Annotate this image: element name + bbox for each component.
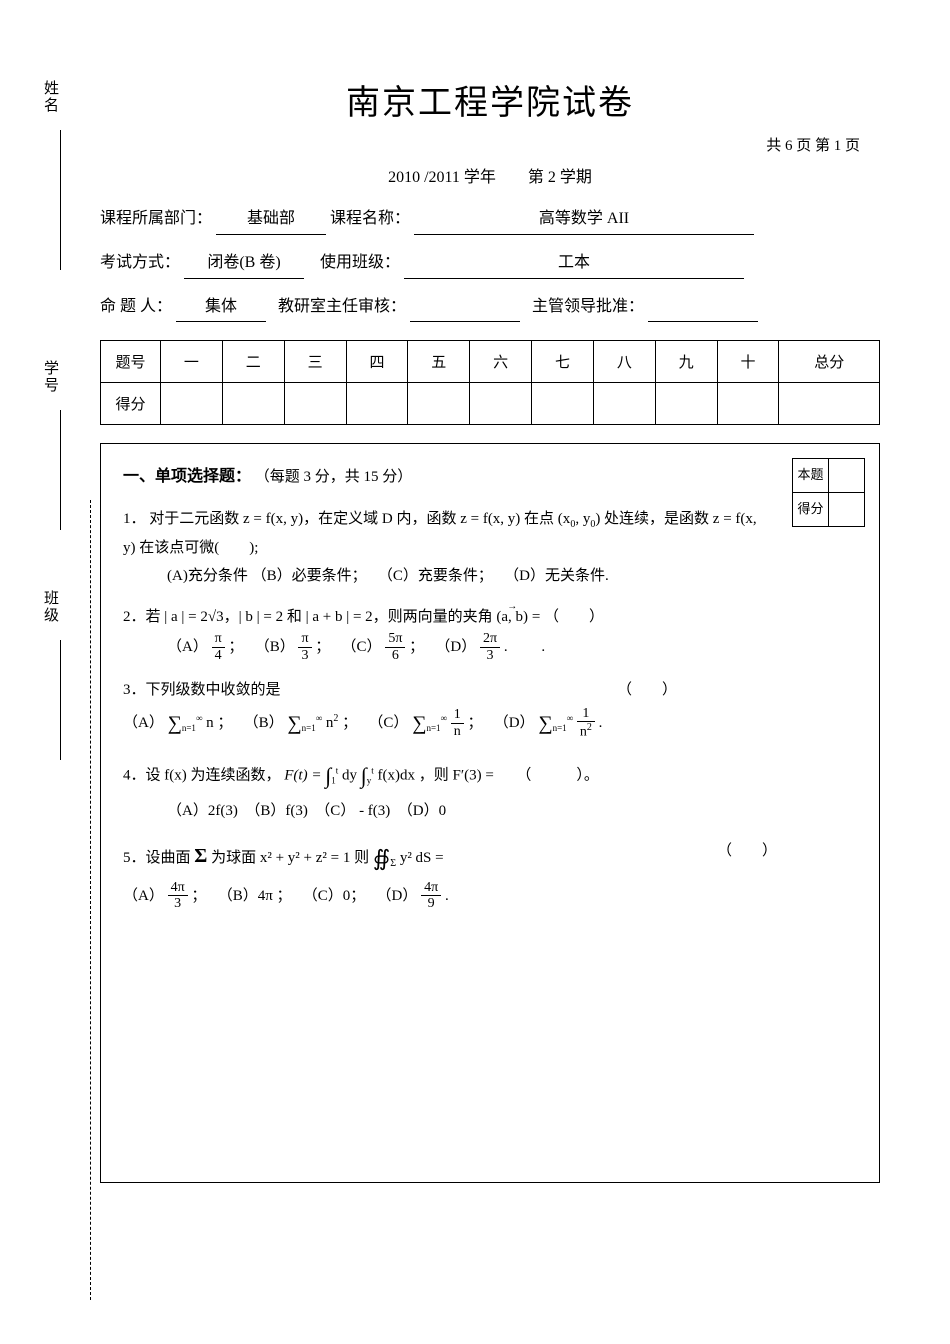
binding-class-label: 班级: [40, 590, 61, 624]
q5-options: （A） 4π3 ； （B）4π ； （C）0； （D） 4π9 .: [123, 888, 449, 904]
question-5: 5．设曲面 Σ 为球面 x² + y² + z² = 1 则 ∯Σ y² dS …: [123, 837, 857, 913]
course-label: 课程名称：: [330, 210, 410, 227]
binding-line: [60, 640, 61, 760]
binding-id-label: 学号: [40, 360, 61, 394]
sigma-icon: ∑: [412, 713, 426, 735]
question-box: 本题 得分 一、单项选择题： （每题 3 分，共 15 分） 1． 对于二元函数…: [100, 443, 880, 1183]
exam-main: 南京工程学院试卷 共 6 页 第 1 页 2010 /2011 学年 第 2 学…: [100, 75, 880, 1183]
useclass-label: 使用班级：: [320, 254, 400, 271]
q5-line: 5．设曲面: [123, 850, 194, 866]
question-1: 1． 对于二元函数 z = f(x, y)，在定义域 D 内，函数 z = f(…: [123, 505, 857, 591]
score-col: 八: [593, 341, 655, 383]
frac-icon: 4π3: [168, 880, 188, 913]
score-cell: [408, 383, 470, 425]
q2-line: 2．若 | a | = 2√3，| b | = 2 和 | a + b | = …: [123, 609, 493, 625]
author-value: 集体: [176, 293, 266, 323]
score-col: 一: [161, 341, 223, 383]
score-col: 三: [284, 341, 346, 383]
frac-icon: 4π9: [421, 880, 441, 913]
score-col: 五: [408, 341, 470, 383]
info-line-1: 课程所属部门： 基础部 课程名称： 高等数学 AII: [100, 205, 880, 235]
section-sub: （每题 3 分，共 15 分）: [255, 469, 413, 485]
q3-line: 3．下列级数中收敛的是: [123, 682, 281, 698]
review-blank: [410, 293, 520, 323]
table-row: 得分: [101, 383, 880, 425]
dept-label: 课程所属部门：: [100, 210, 212, 227]
surface-integral-icon: ∯: [373, 846, 390, 871]
q1-options: (A)充分条件 （B）必要条件； （C）充要条件； （D）无关条件.: [123, 568, 609, 584]
info-line-2: 考试方式： 闭卷(B 卷) 使用班级： 工本: [100, 249, 880, 279]
q2-options: （A） π4 ； （B） π3 ； （C） 5π6 ； （D） 2π3 . .: [123, 639, 545, 655]
score-col: 四: [346, 341, 408, 383]
course-value: 高等数学 AII: [414, 205, 754, 235]
score-cell: [593, 383, 655, 425]
q5-paren: （ ）: [717, 837, 857, 866]
section-heading: 一、单项选择题：: [123, 468, 251, 485]
score-table: 题号 一 二 三 四 五 六 七 八 九 十 总分 得分: [100, 340, 880, 425]
q1-num: 1．: [123, 511, 146, 527]
score-col: 十: [717, 341, 779, 383]
score-col: 二: [222, 341, 284, 383]
binding-name-label: 姓名: [40, 80, 61, 114]
frac-icon: 5π6: [385, 631, 405, 664]
frac-icon: 1n2: [577, 706, 595, 742]
author-label: 命 题 人：: [100, 298, 172, 315]
frac-icon: 1n: [451, 707, 464, 740]
score-cell: [655, 383, 717, 425]
score-cell: [717, 383, 779, 425]
binding-margin: 姓名 学号 班级: [35, 60, 75, 1300]
q4-paren: （ ）。: [516, 767, 599, 783]
question-2: 2．若 | a | = 2√3，| b | = 2 和 | a + b | = …: [123, 603, 857, 665]
score-cell: [346, 383, 408, 425]
section-score-box: 本题 得分: [792, 458, 865, 526]
score-col: 总分: [779, 341, 880, 383]
score-row-label: 题号: [101, 341, 161, 383]
dept-value: 基础部: [216, 205, 326, 235]
frac-icon: π3: [298, 631, 311, 664]
table-row: 题号 一 二 三 四 五 六 七 八 九 十 总分: [101, 341, 880, 383]
q4-line: 4．设 f(x) 为连续函数，: [123, 767, 281, 783]
frac-icon: π4: [212, 631, 225, 664]
sigma-icon: ∑: [287, 713, 301, 735]
q3-options: （A） ∑n=1∞ n ； （B） ∑n=1∞ n2 ； （C） ∑n=1∞ 1…: [123, 715, 602, 731]
scorebox-blank: [829, 459, 865, 493]
question-4: 4．设 f(x) 为连续函数， F(t) = ∫1t dy ∫yt f(x)dx…: [123, 755, 857, 825]
approve-blank: [648, 293, 758, 323]
vector-ab: (a, b): [496, 609, 528, 625]
question-3: 3．下列级数中收敛的是 （ ） （A） ∑n=1∞ n ； （B） ∑n=1∞ …: [123, 676, 857, 743]
score-col: 六: [470, 341, 532, 383]
score-cell: [284, 383, 346, 425]
binding-line: [60, 130, 61, 270]
sigma-surface-icon: Σ: [194, 845, 207, 867]
score-col: 九: [655, 341, 717, 383]
score-cell: [161, 383, 223, 425]
approve-label: 主管领导批准：: [532, 298, 644, 315]
score-cell: [779, 383, 880, 425]
page-counter: 共 6 页 第 1 页: [100, 134, 880, 155]
score-col: 七: [532, 341, 594, 383]
q3-paren: （ ）: [617, 676, 857, 705]
review-label: 教研室主任审核：: [278, 298, 406, 315]
binding-line: [60, 410, 61, 530]
binding-dash: [90, 500, 91, 1300]
score-cell: [532, 383, 594, 425]
scorebox-l2: 得分: [793, 493, 829, 527]
score-row-label: 得分: [101, 383, 161, 425]
sigma-icon: ∑: [538, 713, 552, 735]
score-cell: [222, 383, 284, 425]
scorebox-l1: 本题: [793, 459, 829, 493]
section-heading-line: 一、单项选择题： （每题 3 分，共 15 分）: [123, 462, 857, 492]
scorebox-blank: [829, 493, 865, 527]
score-cell: [470, 383, 532, 425]
frac-icon: 2π3: [480, 631, 500, 664]
useclass-value: 工本: [404, 249, 744, 279]
info-line-3: 命 题 人： 集体 教研室主任审核： 主管领导批准：: [100, 293, 880, 323]
q4-options: （A）2f(3) （B）f(3) （C） - f(3) （D）0: [123, 803, 446, 819]
q1-text: 对于二元函数 z = f(x, y)，在定义域 D 内，函数 z = f(x, …: [149, 511, 570, 527]
exam-title: 南京工程学院试卷: [100, 75, 880, 124]
mode-label: 考试方式：: [100, 254, 180, 271]
sigma-icon: ∑: [168, 713, 182, 735]
mode-value: 闭卷(B 卷): [184, 249, 304, 279]
semester-line: 2010 /2011 学年 第 2 学期: [100, 163, 880, 187]
